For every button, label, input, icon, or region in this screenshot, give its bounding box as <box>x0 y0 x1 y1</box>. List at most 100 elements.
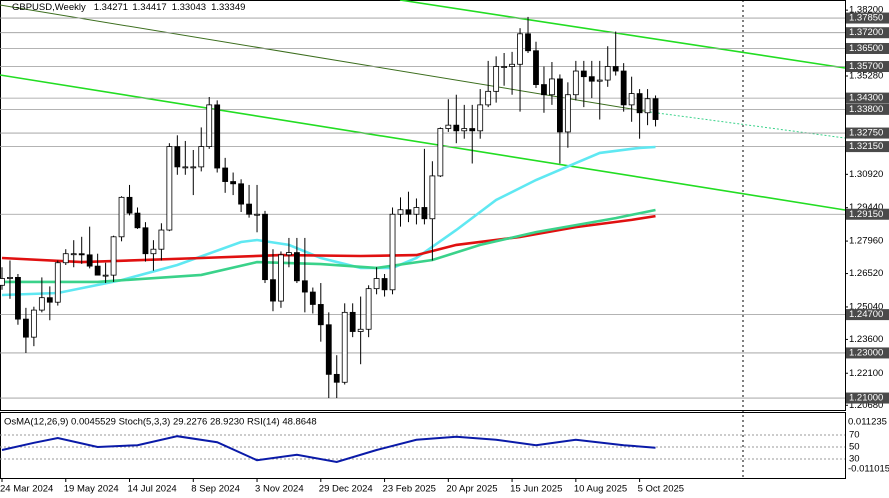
candle-body <box>341 311 348 383</box>
candle-body <box>62 253 69 264</box>
level-label-box <box>846 92 889 104</box>
candle-body <box>94 265 101 276</box>
candle-body <box>373 278 380 290</box>
candle-body <box>564 94 571 133</box>
candle-body <box>309 291 316 305</box>
y-tick-label: 1.35280 <box>849 71 883 82</box>
candle-body <box>580 70 587 78</box>
level-label-box <box>846 347 889 359</box>
candle-body <box>78 253 85 256</box>
candle-body <box>278 254 284 302</box>
candle-body <box>397 209 404 215</box>
chart-title: GBPUSD,Weekly 1.34271 1.34417 1.33043 1.3334… <box>12 2 245 13</box>
x-tick-label: 5 Oct 2025 <box>638 484 684 495</box>
x-tick-label: 24 Mar 2024 <box>0 484 53 495</box>
level-label: 1.32150 <box>849 141 883 152</box>
candle-body <box>493 66 500 92</box>
candle-body <box>509 63 515 67</box>
level-label-box <box>846 127 889 139</box>
level-label-box <box>846 12 889 24</box>
candle-body <box>293 252 300 282</box>
candle-body <box>588 76 595 82</box>
level-label-box <box>846 61 889 73</box>
x-tick-label: 23 Feb 2025 <box>383 484 436 495</box>
rsi-tick-label: 70 <box>849 430 860 441</box>
candle-body <box>317 304 324 326</box>
candle-body <box>541 84 547 96</box>
level-label-box <box>846 392 889 404</box>
candle-body <box>525 33 531 52</box>
candle-body <box>413 207 420 215</box>
candle-body <box>15 276 21 320</box>
y-tick-label: 1.26520 <box>849 268 883 279</box>
rsi-tick-label: 30 <box>849 454 860 465</box>
candle-body <box>238 183 245 205</box>
ohlc-high: 1.34417 <box>132 2 166 13</box>
candle-body <box>349 311 356 332</box>
candle-body <box>46 297 53 303</box>
candle-body <box>485 90 492 106</box>
x-tick-label: 20 Apr 2025 <box>446 484 497 495</box>
candle-body <box>389 213 396 291</box>
y-tick-label: 1.20680 <box>849 400 883 411</box>
symbol: GBPUSD,Weekly <box>12 2 86 13</box>
level-label: 1.33800 <box>849 104 883 115</box>
level-label-box <box>846 309 889 321</box>
candle-body <box>118 196 125 238</box>
candle-body <box>437 128 444 177</box>
ohlc-low: 1.33043 <box>172 2 206 13</box>
candle-body <box>214 104 221 169</box>
candle-body <box>174 146 181 168</box>
candle-body <box>572 70 579 96</box>
candle-body <box>301 280 308 293</box>
candle-body <box>54 262 61 303</box>
candle-body <box>620 70 627 106</box>
candle-body <box>445 124 452 129</box>
level-label-box <box>846 208 889 220</box>
candle-body <box>0 278 5 286</box>
candle-body <box>158 229 165 250</box>
level-label: 1.37200 <box>849 27 883 38</box>
level-label: 1.35700 <box>849 61 883 72</box>
x-tick-label: 8 Sep 2024 <box>191 484 240 495</box>
main-frame <box>0 0 846 411</box>
candle-body <box>23 318 29 338</box>
candle-body <box>7 276 13 279</box>
x-tick-label: 15 Jun 2025 <box>510 484 562 495</box>
trend-line <box>649 111 846 139</box>
trend-line <box>399 0 846 69</box>
candle-body <box>102 274 109 277</box>
candle-body <box>517 33 523 65</box>
candle-body <box>533 50 539 85</box>
candle-body <box>333 373 340 383</box>
candle-body <box>30 309 37 338</box>
level-label-box <box>846 141 889 153</box>
candle-body <box>461 128 468 132</box>
candle-body <box>429 175 436 220</box>
level-label: 1.24700 <box>849 309 883 320</box>
y-tick-label: 1.22100 <box>849 368 883 379</box>
x-tick-label: 10 Aug 2025 <box>574 484 627 495</box>
candle-body <box>325 324 332 375</box>
level-label-box <box>846 42 889 54</box>
candle-body <box>453 124 460 132</box>
candle-body <box>612 66 619 72</box>
rsi-tick-label: 50 <box>849 442 860 453</box>
candle-body <box>222 167 229 182</box>
level-label: 1.36500 <box>849 43 883 54</box>
level-label-box <box>846 27 889 39</box>
candle-body <box>198 146 205 168</box>
level-label: 1.34300 <box>849 93 883 104</box>
candle-body <box>190 166 197 169</box>
level-label: 1.23000 <box>849 347 883 358</box>
x-tick-label: 29 Dec 2024 <box>319 484 373 495</box>
candle-body <box>365 288 372 330</box>
candle-body <box>596 79 603 82</box>
x-tick-label: 19 May 2024 <box>64 484 119 495</box>
candle-body <box>142 227 149 255</box>
candle-body <box>477 104 484 132</box>
candle-body <box>70 253 77 256</box>
osma-axis-label: -0.011015 <box>848 464 889 475</box>
candle-body <box>604 66 611 81</box>
